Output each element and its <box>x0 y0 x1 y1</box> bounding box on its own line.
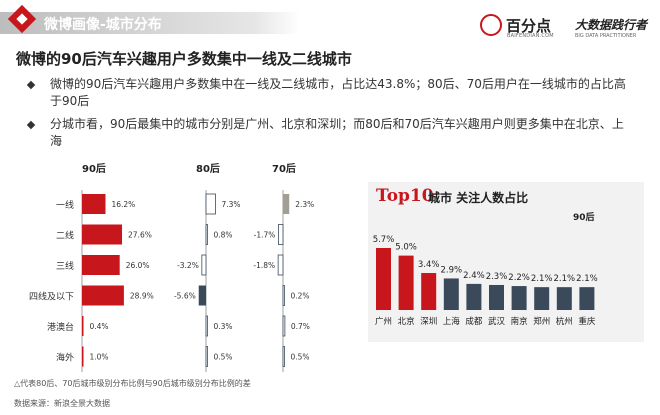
city-label: 南京 <box>511 316 528 327</box>
bar-value-label: -3.2% <box>177 261 199 270</box>
bar-value-label: 28.9% <box>130 292 154 301</box>
category-label: 港澳台 <box>47 321 74 333</box>
category-label: 一线 <box>56 199 74 211</box>
city-label: 深圳 <box>420 316 437 327</box>
city-bar <box>398 255 414 310</box>
bar-80s <box>205 193 216 215</box>
section-title: 微博的90后汽车兴趣用户多数集中一线及二线城市 <box>16 50 352 68</box>
bar-value-label: -1.8% <box>253 261 275 270</box>
city-label: 广州 <box>375 316 392 327</box>
city-value-label: 5.7% <box>373 235 395 245</box>
header-bar <box>0 12 300 34</box>
bullet-item: 微博的90后汽车兴趣用户多数集中在一线及二线城市，占比达43.8%；80后、70… <box>26 76 628 110</box>
city-bar <box>443 278 459 310</box>
brand-logo: 百分点 BAIFENDIAN.COM 大数据践行者 BIG DATA PRACT… <box>480 14 655 40</box>
footnote: △代表80后、70后城市级别分布比例与90后城市级别分布比例的差 <box>14 379 251 388</box>
bar-value-label: 0.5% <box>291 353 310 362</box>
category-label: 海外 <box>56 352 74 364</box>
city-value-label: 2.9% <box>440 265 462 275</box>
bar-value-label: 7.3% <box>221 200 240 209</box>
city-label: 武汉 <box>488 316 506 327</box>
city-value-label: 5.0% <box>395 243 417 253</box>
bar-value-label: 0.7% <box>291 322 310 331</box>
bar-value-label: -5.6% <box>174 292 196 301</box>
bar-value-label: 0.4% <box>90 322 109 331</box>
category-label: 二线 <box>56 230 74 242</box>
city-label: 杭州 <box>556 316 573 327</box>
bar-90s <box>82 285 124 306</box>
city-label: 北京 <box>398 316 415 327</box>
bar-value-label: 27.6% <box>128 231 152 240</box>
city-value-label: 2.1% <box>531 274 553 284</box>
city-value-label: 2.3% <box>486 272 508 282</box>
city-value-label: 2.2% <box>508 273 530 283</box>
brand-slogan-sub: BIG DATA PRACTITIONER <box>575 33 637 39</box>
brand-url: BAIFENDIAN.COM <box>507 33 554 39</box>
top10-title: 城市 关注人数占比 <box>428 191 529 205</box>
city-value-label: 2.1% <box>576 274 598 284</box>
bullet-item: 分城市看，90后最集中的城市分别是广州、北京和深圳；而80后和70后汽车兴趣用户… <box>26 116 628 150</box>
bar-70s <box>282 285 285 306</box>
city-label: 重庆 <box>578 316 596 327</box>
bar-80s <box>198 285 206 306</box>
city-bar <box>466 283 482 310</box>
top10-subtitle: 90后 <box>573 213 595 223</box>
brand-slogan: 大数据践行者 <box>575 18 648 32</box>
bar-value-label: 0.3% <box>214 322 233 331</box>
series-header-70s: 70后 <box>272 162 296 175</box>
baifendian-logo-icon <box>480 14 502 36</box>
bar-70s <box>278 224 284 245</box>
series-header-90s: 90后 <box>82 162 106 175</box>
bar-80s <box>205 346 208 367</box>
city-label: 上海 <box>443 316 461 327</box>
city-bar <box>556 287 572 310</box>
bar-value-label: 2.3% <box>295 200 314 209</box>
bar-value-label: 0.8% <box>214 231 233 240</box>
city-bar <box>489 284 504 310</box>
city-value-label: 3.4% <box>418 260 440 270</box>
bullet-text: 微博的90后汽车兴趣用户多数集中在一线及二线城市，占比达43.8%；80后、70… <box>50 77 626 108</box>
brand-name: 百分点 <box>506 17 552 35</box>
city-value-label: 2.1% <box>553 274 575 284</box>
top10-title-big: Top10 <box>376 186 434 206</box>
bar-value-label: -1.7% <box>254 231 276 240</box>
bar-value-label: 26.0% <box>126 261 150 270</box>
bar-70s <box>283 194 290 214</box>
city-label: 成都 <box>465 316 483 327</box>
top10-city-chart: 5.7% 广州 5.0% 北京 3.4% 深圳 2.9% 上海 2.4% 成都 2.3% 武汉 2.2%… <box>373 235 598 327</box>
category-label: 四线及以下 <box>29 291 74 303</box>
bar-90s <box>82 194 106 214</box>
top10-panel: Top10 城市 关注人数占比 90后 5.7% 广州 5.0% 北京 3.4% 深圳 2.… <box>368 182 644 342</box>
bar-90s <box>82 346 84 367</box>
bar-80s <box>205 315 208 337</box>
header-title: 微博画像-城市分布 <box>44 17 162 33</box>
bar-value-label: 1.0% <box>90 353 109 362</box>
bar-value-label: 16.2% <box>111 200 135 209</box>
data-source: 数据来源：新浪全景大数据 <box>14 399 110 408</box>
bar-70s <box>282 346 285 367</box>
bar-value-label: 0.2% <box>291 292 310 301</box>
bullet-list: 微博的90后汽车兴趣用户多数集中在一线及二线城市，占比达43.8%；80后、70… <box>26 76 628 156</box>
bar-90s <box>82 255 120 275</box>
city-bar <box>511 286 527 310</box>
series-header-80s: 80后 <box>196 162 220 175</box>
bar-value-label: 0.5% <box>214 353 233 362</box>
city-value-label: 2.4% <box>463 271 485 281</box>
city-bar <box>534 287 550 310</box>
city-bar <box>376 248 391 310</box>
bar-80s <box>201 254 207 276</box>
city-bar <box>421 273 437 310</box>
city-bar <box>579 287 595 310</box>
bar-90s <box>82 316 84 336</box>
header: 微博画像-城市分布 百分点 BAIFENDIAN.COM 大数据践行者 BIG … <box>0 0 660 40</box>
city-label: 郑州 <box>533 316 550 327</box>
category-label: 三线 <box>56 260 74 272</box>
bar-80s <box>205 224 208 245</box>
bar-90s <box>82 224 123 245</box>
bar-70s <box>282 315 286 337</box>
bullet-text: 分城市看，90后最集中的城市分别是广州、北京和深圳；而80后和70后汽车兴趣用户… <box>50 117 624 148</box>
bar-70s <box>277 254 284 276</box>
